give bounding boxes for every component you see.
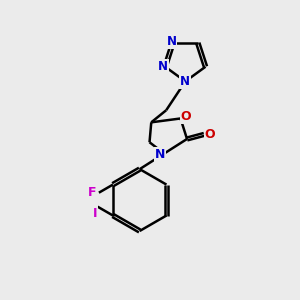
Text: N: N [180,75,190,88]
Text: N: N [158,60,168,73]
Text: N: N [154,148,165,161]
Text: I: I [92,207,97,220]
Text: O: O [205,128,215,141]
Text: N: N [167,35,176,48]
Text: F: F [88,186,97,199]
Text: O: O [181,110,191,124]
